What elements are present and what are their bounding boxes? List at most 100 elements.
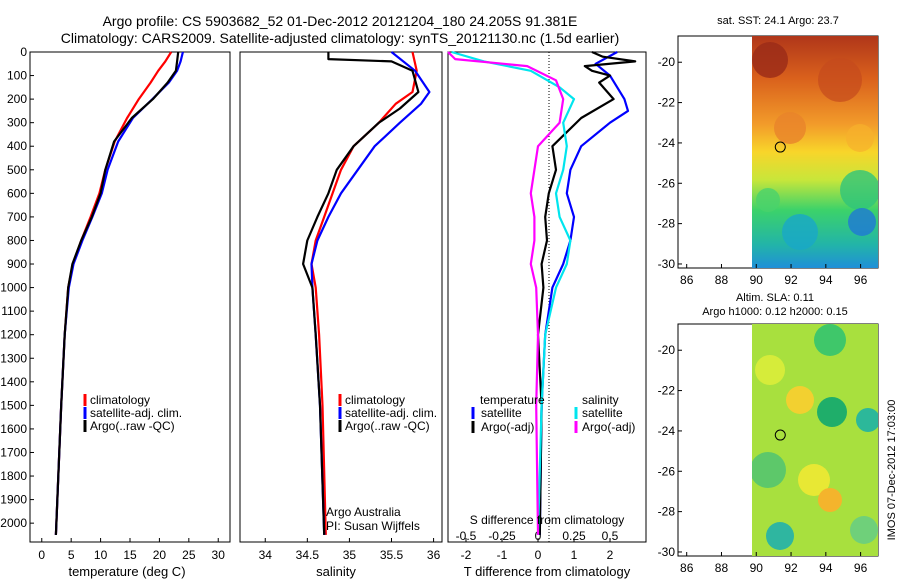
map-y-tick-label: -28 — [658, 217, 676, 231]
map-y-tick-label: -28 — [658, 505, 676, 519]
legend-label-climatology: climatology — [90, 393, 150, 407]
x-tick-label: 34.5 — [296, 548, 320, 562]
y-tick-label: 1400 — [0, 375, 27, 389]
series-line-temperature-satellite — [538, 51, 630, 535]
map-y-tick-label: -22 — [658, 96, 676, 110]
y-tick-label: 1500 — [0, 398, 27, 412]
series-line-salinity-satellite — [451, 50, 576, 535]
legend-label-argo: Argo(..raw -QC) — [345, 419, 430, 433]
sla-blob — [814, 324, 846, 356]
legend-label-satellite: satellite-adj. clim. — [90, 406, 182, 420]
timestamp-label: IMOS 07-Dec-2012 17:03:00 — [886, 400, 898, 541]
sla-blob — [755, 355, 785, 385]
series-line-argo-raw-qc — [302, 52, 420, 535]
map-y-tick-label: -26 — [658, 464, 676, 478]
x-tick-label: 15 — [123, 548, 137, 562]
sla-map-title-line2: Argo h1000: 0.12 h2000: 0.15 — [702, 306, 848, 318]
difference-x2-axis-label: S difference from climatology — [470, 513, 625, 527]
temperature-plot: 0 5 10 15 20 25 300100200300400500600700800900… — [0, 45, 225, 562]
sst-blob — [846, 124, 874, 152]
x-tick-label: -1 — [497, 548, 508, 562]
series-line-salinity-argo-adj — [447, 51, 565, 535]
salinity-x-axis-label: salinity — [316, 564, 356, 579]
map-x-tick-label: 92 — [784, 273, 798, 287]
legend-label-argo: Argo(..raw -QC) — [90, 419, 175, 433]
sla-map-title-line1: Altim. SLA: 0.11 — [736, 292, 814, 304]
y-tick-label: 1900 — [0, 493, 27, 507]
sla-blob — [766, 522, 794, 550]
y-tick-label: 1200 — [0, 328, 27, 342]
y-tick-label: 0 — [20, 45, 27, 59]
map-y-tick-label: -30 — [658, 257, 676, 271]
x-tick-label: 10 — [94, 548, 108, 562]
legend-title-salinity: salinity — [582, 393, 619, 407]
difference-axes-frame — [447, 51, 647, 543]
series-line-satellite-adj-clim — [54, 51, 184, 535]
map-y-tick-label: -22 — [658, 384, 676, 398]
x-tick-label: 0 — [535, 548, 542, 562]
temperature-x-axis-label: temperature (deg C) — [68, 564, 185, 579]
series-line-argo-raw-qc — [54, 51, 180, 535]
sla-blob — [752, 452, 786, 488]
map-y-tick-label: -20 — [658, 55, 676, 69]
x-tick-label: 2 — [607, 548, 614, 562]
y-tick-label: 200 — [7, 92, 27, 106]
credit-line2: PI: Susan Wijffels — [326, 519, 420, 533]
x-tick-label: 30 — [212, 548, 226, 562]
series-line-satellite-adj-clim — [310, 51, 431, 535]
sla-blob — [798, 464, 830, 496]
legend-label-temp-argo: Argo(-adj) — [481, 420, 534, 434]
sst-blob — [774, 112, 806, 144]
x-tick-label: 36 — [427, 548, 441, 562]
map-x-tick-label: 96 — [854, 273, 868, 287]
sst-blob — [840, 170, 878, 210]
sla-field-blobs — [752, 324, 878, 550]
sst-blob — [756, 188, 780, 212]
map-y-tick-label: -24 — [658, 136, 676, 150]
legend-label-sal-satellite: satellite — [582, 406, 623, 420]
map-x-tick-label: 88 — [715, 561, 729, 575]
x-tick-label: 34 — [259, 548, 273, 562]
map-x-tick-label: 86 — [680, 273, 694, 287]
y-tick-label: 1000 — [0, 281, 27, 295]
sla-blob — [817, 397, 847, 427]
series-line-climatology — [310, 51, 418, 535]
sla-map-axes: 86 88 90 92 94 96 -20 -22 -24 -26 -28 -30 — [658, 343, 868, 575]
y-tick-label: 900 — [7, 257, 27, 271]
y-tick-label: 1700 — [0, 445, 27, 459]
salinity-plot: 34 34.5 35 35.5 36 — [259, 51, 441, 562]
y-tick-label: 300 — [7, 116, 27, 130]
x-tick-label: 35.5 — [380, 548, 404, 562]
y-tick-label: 700 — [7, 210, 27, 224]
sla-blob — [856, 408, 878, 432]
legend-label-sal-argo: Argo(-adj) — [582, 420, 635, 434]
sst-blob — [818, 58, 862, 102]
sst-map-title: sat. SST: 24.1 Argo: 23.7 — [717, 15, 839, 27]
difference-x-axis-label: T difference from climatology — [464, 564, 631, 579]
credit-line1: Argo Australia — [326, 505, 401, 519]
salinity-legend: climatology satellite-adj. clim. Argo(..… — [338, 393, 437, 433]
y-tick-label: 800 — [7, 233, 27, 247]
argo-position-marker — [774, 141, 786, 153]
sst-blob — [848, 208, 876, 236]
sst-map-axes: 86 88 90 92 94 96 -20 -22 -24 -26 -28 -30 — [658, 55, 868, 287]
map-y-tick-label: -26 — [658, 176, 676, 190]
y-tick-label: 500 — [7, 163, 27, 177]
x2-tick-label: -0.5 — [456, 529, 477, 543]
map-x-tick-label: 92 — [784, 561, 798, 575]
x-tick-label: 25 — [182, 548, 196, 562]
y-tick-label: 600 — [7, 186, 27, 200]
map-x-tick-label: 96 — [854, 561, 868, 575]
y-tick-label: 2000 — [0, 516, 27, 530]
y-tick-label: 1800 — [0, 469, 27, 483]
x-tick-label: -2 — [461, 548, 472, 562]
map-x-tick-label: 94 — [819, 273, 833, 287]
y-tick-label: 1100 — [1, 304, 27, 318]
difference-plot: -2 -1 0 1 2 -0.5 -0.25 0 0.25 0.5 — [447, 50, 637, 562]
map-y-tick-label: -30 — [658, 545, 676, 559]
series-line-climatology — [54, 51, 173, 535]
difference-legend: temperature salinity satellite Argo(-adj… — [471, 393, 635, 434]
argo-position-marker — [774, 429, 786, 441]
legend-label-climatology: climatology — [345, 393, 405, 407]
